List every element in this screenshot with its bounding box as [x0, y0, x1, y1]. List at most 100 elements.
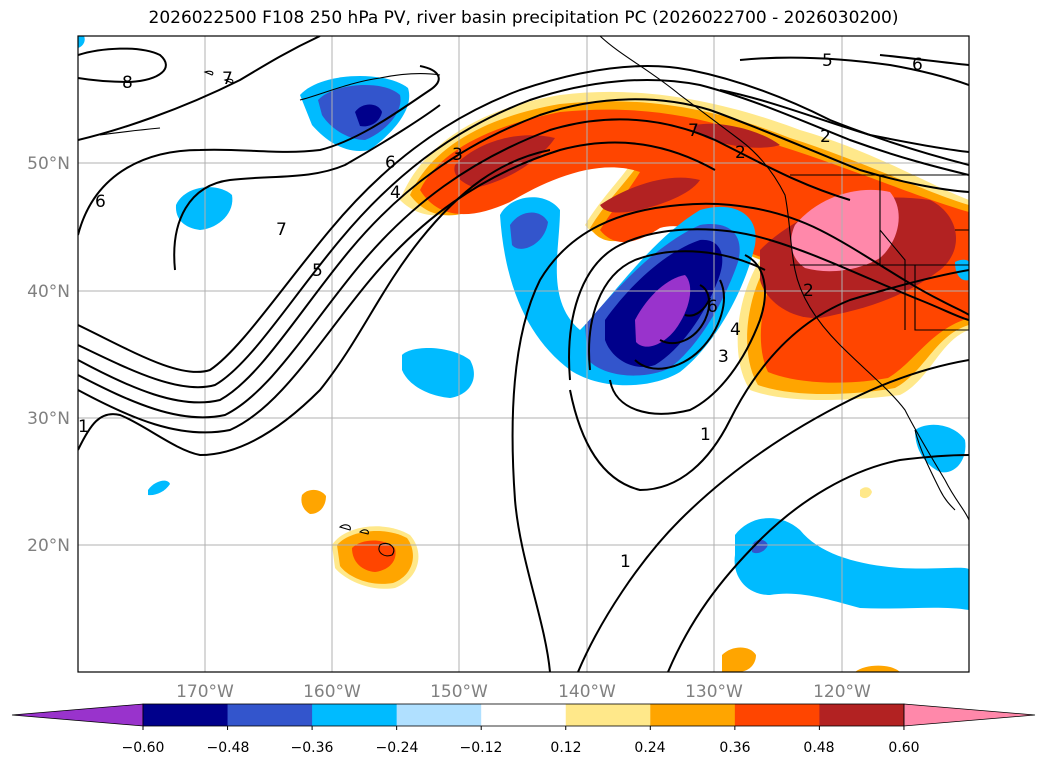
colorbar-tick-label: 0.48 — [803, 740, 834, 756]
contour-1-right-a — [569, 269, 969, 492]
lon-label-120w: 120°W — [813, 682, 871, 702]
contour-5-ne — [739, 56, 969, 86]
colorbar-swatch — [143, 704, 229, 726]
contour-low-3 — [588, 250, 766, 371]
contour-8 — [78, 47, 167, 84]
positive-band-darkred-2 — [600, 177, 700, 213]
contour-1-right-b — [577, 359, 969, 672]
contour-labels: 8 7 6 5 4 3 2 1 5 6 2 7 6 4 3 2 1 1 6 7 … — [78, 51, 923, 572]
contour-label: 1 — [78, 417, 89, 437]
colorbar-swatch — [650, 704, 736, 726]
positive-band-darkred-4 — [693, 123, 780, 148]
contour-label: 3 — [718, 347, 729, 367]
contour-label: 5 — [312, 261, 323, 281]
contour-low-outer — [511, 202, 969, 672]
map-title: 2026022500 F108 250 hPa PV, river basin … — [148, 8, 899, 28]
latitude-labels: 50°N 40°N 30°N 20°N — [27, 154, 70, 556]
contour-low-6 — [659, 284, 711, 345]
contour-low-4 — [609, 254, 766, 415]
colorbar-labels: −0.60 −0.48 −0.36 −0.24 −0.12 0.12 0.24 … — [122, 740, 920, 756]
colorbar-swatch — [734, 704, 820, 726]
positive-small-2 — [722, 647, 756, 672]
contour-low-2 — [568, 228, 969, 381]
lon-label-170w: 170°W — [176, 682, 234, 702]
colorbar-tick-label: −0.36 — [291, 740, 334, 756]
negative-alaska-navy — [355, 104, 382, 127]
contour-7-inner — [173, 104, 441, 271]
contour-low-5 — [634, 279, 725, 370]
negative-low-purple — [635, 275, 691, 347]
contour-label: 7 — [222, 69, 233, 89]
colorbar-extend-high — [903, 703, 1036, 727]
contour-band-4 — [78, 118, 851, 419]
contour-6-left — [78, 65, 440, 236]
contour-label: 5 — [822, 51, 833, 71]
negative-patch-1 — [175, 187, 233, 230]
pv-contours — [78, 36, 969, 672]
colorbar-tick-label: −0.48 — [207, 740, 250, 756]
colorbar-tick-label: 0.36 — [719, 740, 750, 756]
contour-label: 4 — [730, 320, 741, 340]
colorbar-swatch — [312, 704, 398, 726]
colorbar-tick-label: 0.60 — [888, 740, 919, 756]
contour-low-7 — [684, 297, 711, 317]
contour-6-ne — [879, 54, 969, 66]
contour-label: 2 — [735, 143, 746, 163]
contour-label: 1 — [620, 552, 631, 572]
contour-label: 2 — [820, 127, 831, 147]
lat-label-30n: 30°N — [27, 409, 70, 429]
lon-label-150w: 150°W — [430, 682, 488, 702]
negative-patch-7 — [78, 36, 85, 48]
negative-patch-4 — [734, 518, 969, 610]
negative-patch-2 — [402, 348, 474, 398]
grid-lines — [78, 36, 969, 672]
lat-label-20n: 20°N — [27, 536, 70, 556]
negative-patch-5 — [915, 424, 966, 473]
positive-pink-core — [791, 189, 899, 272]
positive-small-3 — [855, 665, 900, 672]
lat-label-40n: 40°N — [27, 282, 70, 302]
contour-label: 1 — [700, 425, 711, 445]
contour-label: 8 — [122, 73, 133, 93]
colorbar-tick-label: −0.24 — [376, 740, 419, 756]
contour-7-left — [78, 36, 321, 141]
contour-label: 3 — [452, 145, 463, 165]
contour-band-2 — [78, 79, 969, 389]
contour-label: 6 — [707, 297, 718, 317]
colorbar-swatch — [481, 704, 567, 726]
contour-label: 4 — [390, 183, 401, 203]
contour-band-5 — [78, 141, 716, 434]
colorbar-tick-label: −0.12 — [460, 740, 503, 756]
lat-label-50n: 50°N — [27, 154, 70, 174]
colorbar-swatch — [565, 704, 651, 726]
negative-patch-3 — [148, 480, 170, 496]
colorbar-extend-low — [11, 703, 144, 727]
positive-small-4 — [860, 487, 872, 499]
contour-band-3 — [78, 98, 969, 404]
lon-label-160w: 160°W — [303, 682, 361, 702]
colorbar-tick-label: −0.60 — [122, 740, 165, 756]
contour-label: 2 — [803, 281, 814, 301]
contour-2-ne — [719, 89, 969, 153]
precip-fill-layer — [78, 36, 969, 672]
positive-band-darkred-1 — [454, 135, 555, 188]
colorbar-swatch — [227, 704, 313, 726]
colorbar-frame — [142, 703, 905, 727]
plot-frame — [77, 35, 970, 673]
contour-label: 6 — [912, 55, 923, 75]
contour-1-left — [78, 149, 551, 457]
contour-label: 7 — [276, 220, 287, 240]
positive-small-1 — [301, 489, 326, 514]
contour-label: 6 — [95, 192, 106, 212]
hawaii-positive-red — [352, 540, 396, 572]
contour-label: 6 — [385, 153, 396, 173]
contour-1-right-c — [667, 454, 969, 672]
colorbar-tick-label: 0.24 — [634, 740, 665, 756]
lon-label-140w: 140°W — [558, 682, 616, 702]
colorbar — [11, 703, 1036, 730]
contour-label: 7 — [688, 121, 699, 141]
colorbar-swatch — [819, 704, 905, 726]
contour-band-1 — [78, 65, 969, 373]
longitude-labels: 170°W 160°W 150°W 140°W 130°W 120°W — [176, 682, 871, 702]
